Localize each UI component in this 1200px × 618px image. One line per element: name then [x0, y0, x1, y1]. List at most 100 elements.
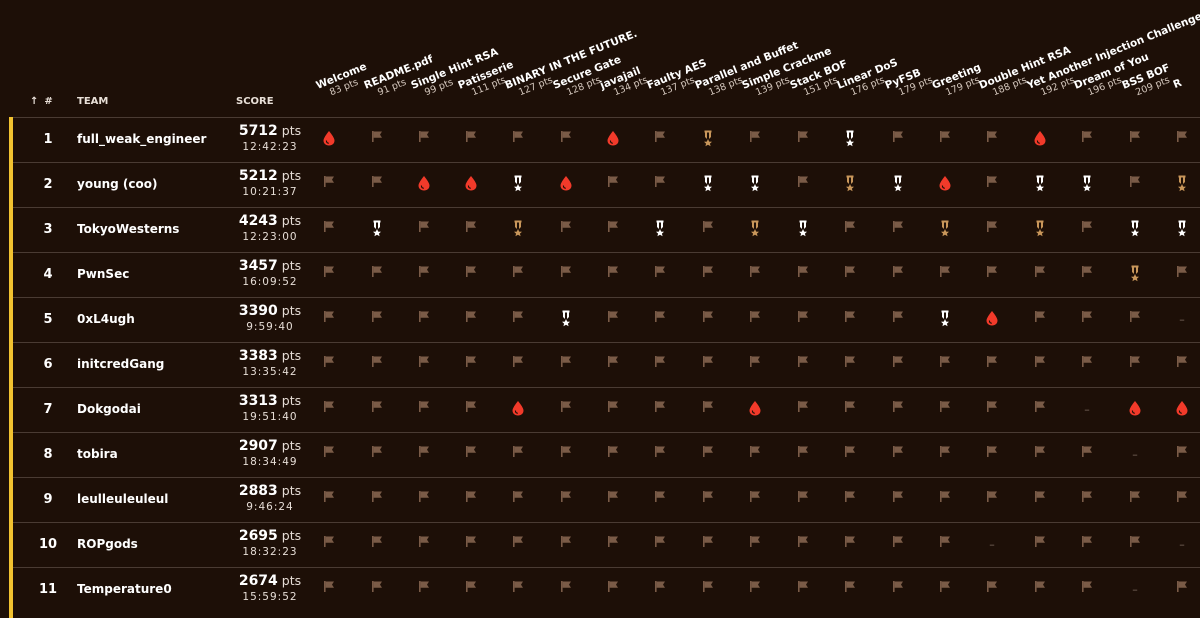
first-blood-icon [460, 175, 482, 195]
silver-medal-icon [1124, 220, 1146, 240]
flag-icon [460, 535, 482, 555]
flag-icon [887, 265, 909, 285]
table-row[interactable]: 7 Dokgodai 3313 pts 19:51:40 – [13, 387, 1200, 433]
score-unit: pts [281, 348, 302, 363]
flag-icon [1029, 310, 1051, 330]
team-rank: 5 [43, 312, 53, 327]
silver-medal-icon [555, 310, 577, 330]
flag-icon [366, 580, 388, 600]
team-score: 3313 pts 19:51:40 [231, 393, 309, 423]
silver-medal-icon [1171, 220, 1193, 240]
flag-icon [1029, 445, 1051, 465]
flag-icon [366, 265, 388, 285]
team-header: TEAM [77, 96, 109, 107]
first-blood-icon [602, 130, 624, 150]
flag-icon [981, 220, 1003, 240]
silver-medal-icon [1029, 175, 1051, 195]
flag-icon [1076, 310, 1098, 330]
score-unit: pts [281, 573, 302, 588]
challenge-header[interactable]: R [1172, 77, 1185, 91]
table-row[interactable]: 4 PwnSec 3457 pts 16:09:52 [13, 252, 1200, 298]
silver-medal-icon [697, 175, 719, 195]
score-header: SCORE [236, 96, 274, 107]
team-name[interactable]: PwnSec [77, 267, 130, 281]
flag-icon [460, 490, 482, 510]
unsolved-dash: – [1179, 313, 1185, 326]
team-name[interactable]: TokyoWesterns [77, 222, 180, 236]
flag-icon [413, 580, 435, 600]
flag-icon [1029, 265, 1051, 285]
flag-icon [887, 400, 909, 420]
team-score: 5212 pts 10:21:37 [231, 168, 309, 198]
flag-icon [792, 265, 814, 285]
flag-icon [555, 265, 577, 285]
flag-icon [507, 490, 529, 510]
flag-icon [366, 535, 388, 555]
flag-icon [981, 355, 1003, 375]
flag-icon [1076, 130, 1098, 150]
team-score: 2695 pts 18:32:23 [231, 528, 309, 558]
table-row[interactable]: 2 young (coo) 5212 pts 10:21:37 [13, 162, 1200, 208]
flag-icon [744, 310, 766, 330]
table-row[interactable]: 10 ROPgods 2695 pts 18:32:23 – – [13, 522, 1200, 568]
table-row[interactable]: 1 full_weak_engineer 5712 pts 12:42:23 [13, 117, 1200, 163]
flag-icon [839, 535, 861, 555]
team-score: 4243 pts 12:23:00 [231, 213, 309, 243]
flag-icon [792, 310, 814, 330]
solve-time: 12:23:00 [242, 231, 298, 243]
team-rank: 6 [43, 357, 53, 372]
team-name[interactable]: tobira [77, 447, 118, 461]
team-name[interactable]: Temperature0 [77, 582, 172, 596]
score-value: 2695 [238, 528, 278, 544]
flag-icon [1124, 535, 1146, 555]
flag-icon [792, 175, 814, 195]
flag-icon [934, 580, 956, 600]
table-row[interactable]: 6 initcredGang 3383 pts 13:35:42 [13, 342, 1200, 388]
table-row[interactable]: 9 leulleuleuleul 2883 pts 9:46:24 [13, 477, 1200, 523]
flag-icon [649, 355, 671, 375]
silver-medal-icon [649, 220, 671, 240]
score-unit: pts [281, 438, 302, 453]
flag-icon [887, 310, 909, 330]
flag-icon [507, 580, 529, 600]
team-name[interactable]: full_weak_engineer [77, 132, 207, 146]
flag-icon [792, 400, 814, 420]
score-unit: pts [281, 393, 302, 408]
highlight-accent-bar [9, 117, 13, 618]
flag-icon [555, 490, 577, 510]
table-row[interactable]: 11 Temperature0 2674 pts 15:59:52 – [13, 567, 1200, 613]
team-name[interactable]: initcredGang [77, 357, 165, 371]
flag-icon [1124, 310, 1146, 330]
team-name[interactable]: ROPgods [77, 537, 138, 551]
team-name[interactable]: leulleuleuleul [77, 492, 169, 506]
flag-icon [839, 490, 861, 510]
flag-icon [697, 445, 719, 465]
team-name[interactable]: 0xL4ugh [77, 312, 135, 326]
flag-icon [839, 265, 861, 285]
unsolved-dash: – [989, 538, 995, 551]
team-name[interactable]: Dokgodai [77, 402, 141, 416]
flag-icon [697, 220, 719, 240]
flag-icon [934, 535, 956, 555]
solve-time: 15:59:52 [242, 591, 298, 603]
flag-icon [697, 265, 719, 285]
flag-icon [649, 175, 671, 195]
bronze-medal-icon [697, 130, 719, 150]
flag-icon [934, 490, 956, 510]
flag-icon [1171, 490, 1193, 510]
arrow-up-icon[interactable]: ↑ [30, 96, 39, 107]
flag-icon [460, 445, 482, 465]
flag-icon [555, 130, 577, 150]
table-row[interactable]: 8 tobira 2907 pts 18:34:49 – [13, 432, 1200, 478]
team-name[interactable]: young (coo) [77, 177, 158, 191]
flag-icon [460, 265, 482, 285]
rank-header[interactable]: ↑ # [30, 96, 53, 107]
flag-icon [1076, 445, 1098, 465]
score-unit: pts [281, 528, 302, 543]
flag-icon [792, 130, 814, 150]
flag-icon [555, 535, 577, 555]
flag-icon [744, 445, 766, 465]
table-row[interactable]: 3 TokyoWesterns 4243 pts 12:23:00 [13, 207, 1200, 253]
unsolved-dash: – [1084, 403, 1090, 416]
table-row[interactable]: 5 0xL4ugh 3390 pts 9:59:40 – [13, 297, 1200, 343]
